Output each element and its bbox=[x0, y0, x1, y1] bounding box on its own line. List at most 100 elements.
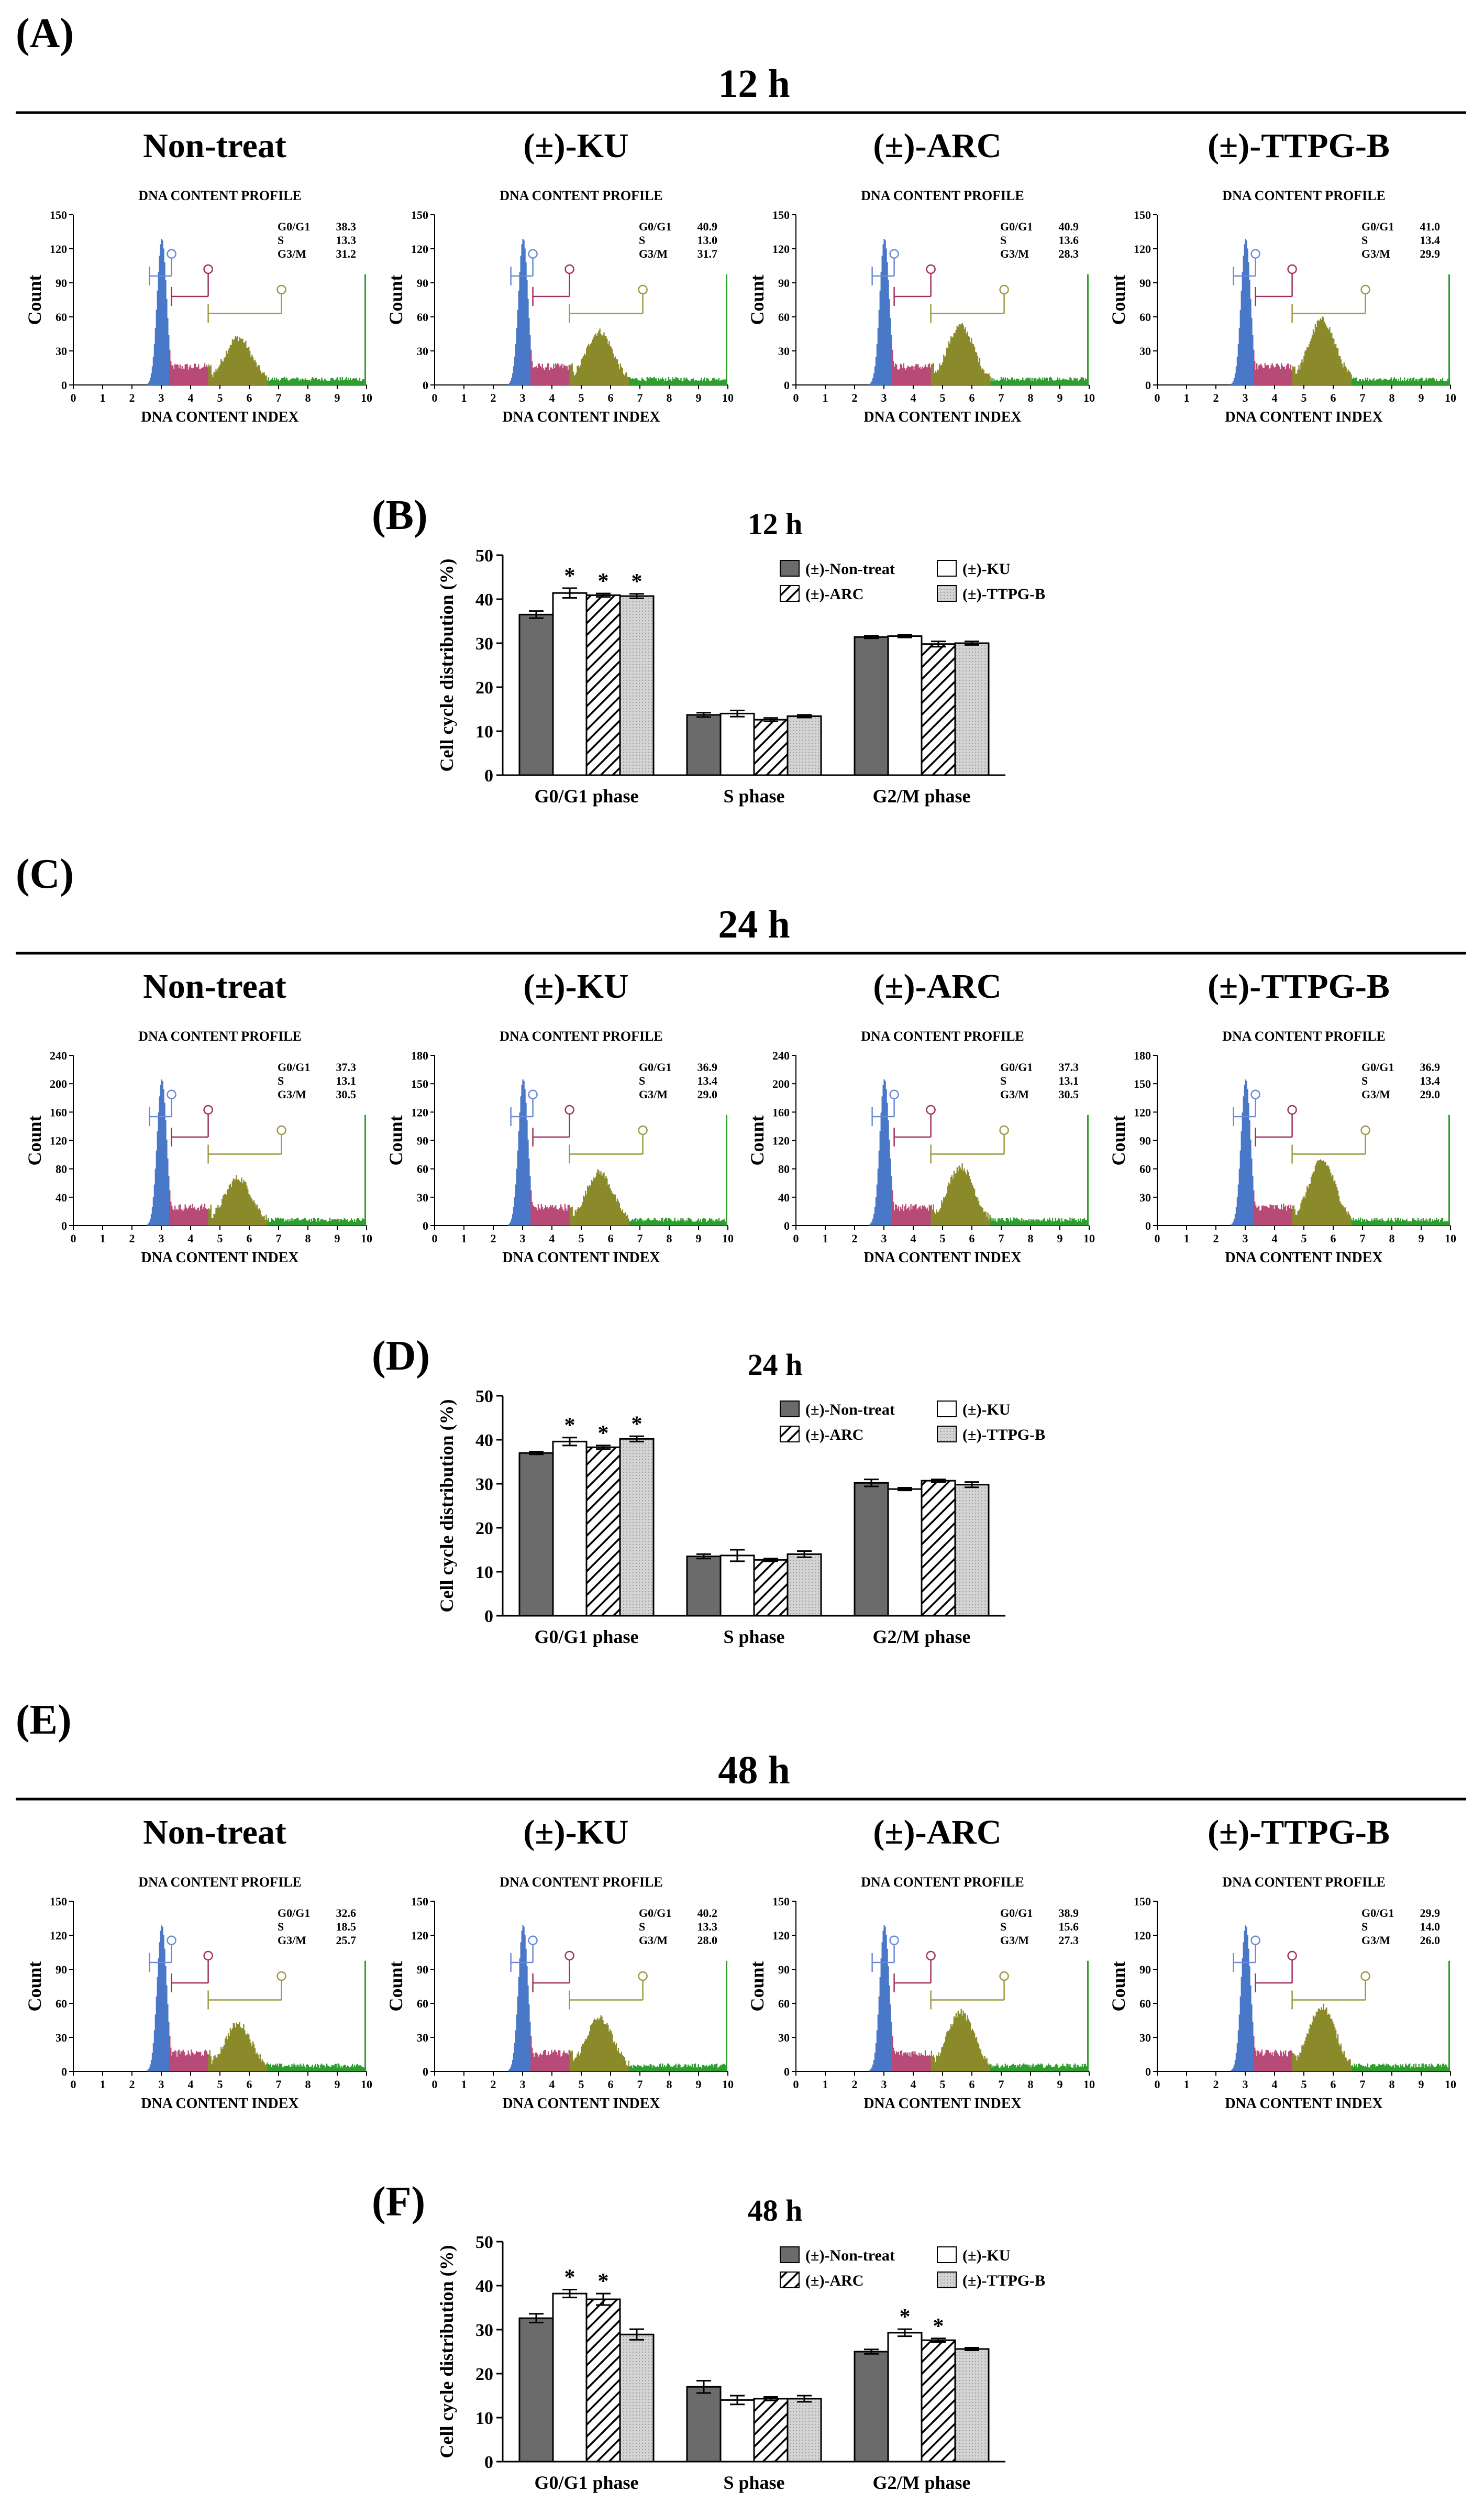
x-tick-label: 8 bbox=[305, 1232, 311, 1245]
histogram-bar bbox=[961, 2015, 963, 2071]
stat-label: G3/M bbox=[278, 247, 306, 260]
histogram-bar bbox=[918, 1207, 920, 1226]
histogram-bar bbox=[280, 1218, 282, 1226]
x-tick-label: 8 bbox=[1028, 2078, 1034, 2091]
histogram-bar bbox=[294, 379, 296, 385]
histogram-bar bbox=[659, 2064, 660, 2071]
histogram-bar bbox=[1036, 2065, 1038, 2071]
histogram-bar bbox=[1332, 2021, 1334, 2071]
histogram-bar bbox=[508, 1223, 511, 1226]
histogram-bar bbox=[1379, 2065, 1381, 2071]
histogram-bar bbox=[546, 1207, 547, 1226]
histogram-bar bbox=[1387, 380, 1389, 385]
histogram-bar bbox=[1043, 2067, 1044, 2071]
y-tick-label: 80 bbox=[778, 1163, 790, 1176]
histogram-bar bbox=[916, 1209, 918, 1226]
x-tick-label: 7 bbox=[637, 391, 643, 404]
histogram-bar bbox=[600, 334, 602, 385]
histogram-bar bbox=[702, 1219, 703, 1226]
histogram-bar bbox=[878, 310, 880, 385]
histogram-bar bbox=[1339, 2045, 1341, 2071]
histogram-bar bbox=[508, 383, 510, 385]
histogram-bar bbox=[1005, 2066, 1007, 2071]
histogram-bar bbox=[594, 2019, 596, 2071]
histogram-bar bbox=[1428, 2064, 1430, 2071]
histogram-bar bbox=[1357, 381, 1358, 385]
histogram-bar bbox=[1290, 365, 1292, 385]
histogram-bar bbox=[579, 367, 580, 385]
histogram-bar bbox=[666, 2066, 668, 2071]
histogram-bar bbox=[617, 2048, 619, 2071]
histogram-bar bbox=[1309, 341, 1311, 385]
histogram-bar bbox=[1299, 1208, 1301, 1226]
histogram-bar bbox=[359, 378, 361, 385]
histogram-bar bbox=[224, 2038, 226, 2071]
histogram-bar bbox=[1241, 1977, 1242, 2071]
histogram-bar bbox=[996, 380, 998, 385]
histogram-bar bbox=[355, 2066, 357, 2071]
histogram-bar bbox=[1251, 1159, 1253, 1226]
histogram-bar bbox=[1291, 2050, 1293, 2071]
histogram-bar bbox=[946, 347, 948, 385]
histogram-bar bbox=[1375, 1220, 1377, 1226]
histogram-bar bbox=[627, 377, 628, 385]
histogram-bar bbox=[577, 366, 578, 385]
histogram-bar bbox=[870, 382, 872, 385]
histogram-bar bbox=[283, 378, 285, 385]
gate-marker bbox=[203, 1105, 213, 1115]
histogram-bar bbox=[1327, 1165, 1328, 1226]
histogram-bar bbox=[1012, 1220, 1013, 1226]
histogram-bar bbox=[348, 2066, 349, 2071]
histogram-bar bbox=[167, 2004, 169, 2071]
histogram-bar bbox=[948, 2031, 950, 2071]
histogram-bar bbox=[1423, 381, 1425, 385]
histogram-bar bbox=[351, 2065, 352, 2071]
histogram-bar bbox=[263, 2063, 265, 2071]
histogram-bar bbox=[1444, 1221, 1446, 1226]
histogram-bar bbox=[349, 380, 350, 385]
histogram-bar bbox=[987, 374, 989, 385]
histogram-bar bbox=[871, 1221, 873, 1226]
histogram-bar bbox=[908, 2056, 910, 2071]
histogram-bar bbox=[984, 1211, 985, 1226]
histogram-bar bbox=[1271, 1205, 1273, 1226]
histogram-bar bbox=[238, 1179, 239, 1226]
histogram-bar bbox=[679, 2065, 681, 2071]
histogram-bar bbox=[1390, 2066, 1392, 2071]
histogram-bar bbox=[227, 2033, 229, 2071]
histogram-bar bbox=[726, 1960, 727, 2071]
histogram-bar bbox=[1433, 2066, 1434, 2071]
bar bbox=[619, 2333, 655, 2463]
histogram-bar bbox=[604, 1178, 606, 1226]
histogram-bar bbox=[514, 1197, 516, 1226]
histogram-bar bbox=[652, 2065, 654, 2071]
histogram-bar bbox=[248, 1194, 250, 1226]
histogram-bar bbox=[285, 379, 286, 385]
histogram-bar bbox=[332, 1219, 334, 1226]
histogram-bar bbox=[1366, 380, 1368, 385]
histogram-bar bbox=[980, 366, 982, 385]
section-letter: (E) bbox=[16, 1697, 72, 1743]
legend-label: (±)-KU bbox=[962, 2247, 1010, 2264]
histogram-bar bbox=[240, 338, 241, 385]
histogram-bar bbox=[162, 1080, 163, 1226]
histogram-bar bbox=[1433, 1220, 1434, 1226]
gate-marker bbox=[167, 249, 176, 259]
histogram-bar bbox=[1048, 1219, 1049, 1226]
histogram-bar bbox=[893, 2047, 894, 2071]
histogram-bar bbox=[319, 2067, 320, 2071]
histogram-bar bbox=[1354, 378, 1355, 385]
histogram-bar bbox=[1331, 333, 1333, 385]
histogram-bar bbox=[1330, 2019, 1332, 2071]
histogram-bar bbox=[721, 2065, 723, 2071]
x-tick-label: 0 bbox=[432, 2078, 438, 2091]
histogram-bar bbox=[993, 378, 995, 385]
histogram-bar bbox=[283, 2066, 285, 2071]
y-tick-label: 60 bbox=[56, 311, 67, 324]
histogram-bar bbox=[324, 2066, 326, 2071]
histogram-bar bbox=[216, 1207, 218, 1226]
gate-marker bbox=[999, 1125, 1009, 1135]
y-tick-label: 120 bbox=[411, 1106, 428, 1119]
histogram-bar bbox=[1377, 380, 1379, 385]
histogram-bar bbox=[565, 2053, 567, 2071]
